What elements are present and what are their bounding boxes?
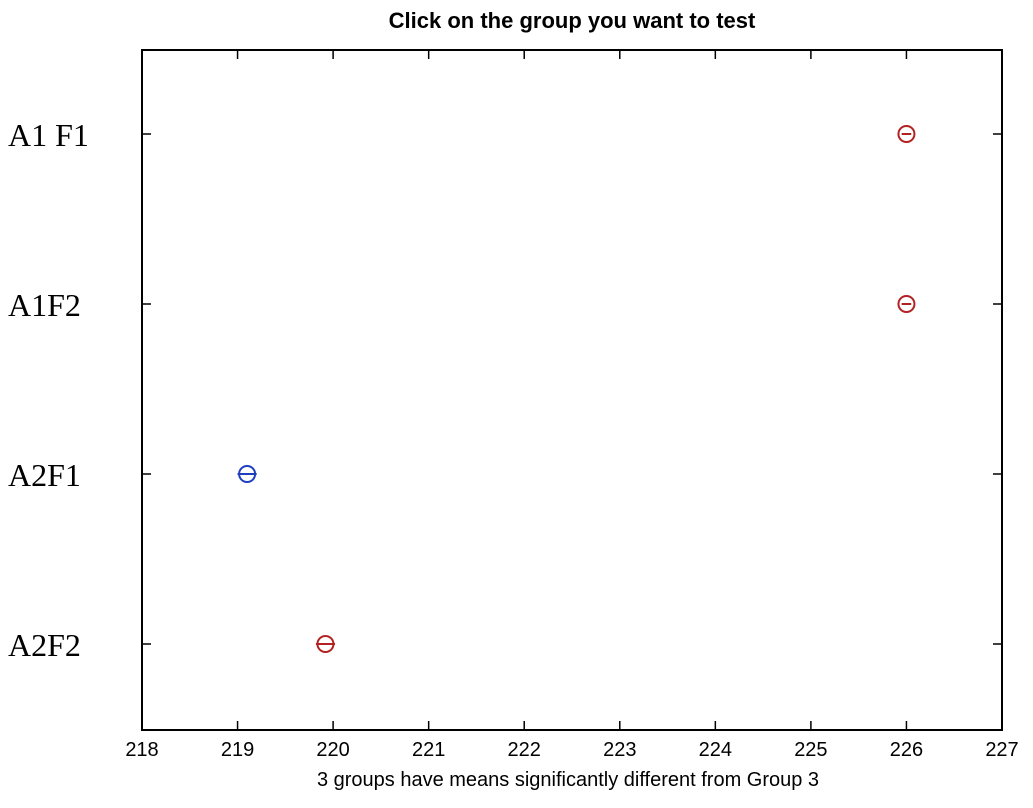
x-axis-label: 3 groups have means significantly differ… bbox=[317, 769, 819, 791]
x-axis: 218 219 220 221 222 223 224 225 226 227 bbox=[125, 50, 1019, 761]
group-label: A1 F1 bbox=[8, 117, 89, 153]
group-mean-marker[interactable] bbox=[897, 295, 916, 313]
group-label: A2F2 bbox=[8, 627, 81, 663]
plot-area bbox=[141, 49, 1003, 731]
group-mean-marker[interactable] bbox=[316, 635, 335, 653]
group-marker[interactable] bbox=[315, 635, 336, 653]
x-tick-label: 227 bbox=[985, 739, 1018, 761]
x-tick-label: 224 bbox=[699, 739, 732, 761]
x-tick-label: 220 bbox=[316, 739, 349, 761]
x-tick-label: 218 bbox=[125, 739, 158, 761]
group-marker[interactable] bbox=[897, 295, 916, 313]
y-axis bbox=[142, 133, 1002, 645]
group-mean-marker[interactable] bbox=[238, 465, 257, 483]
chart-title: Click on the group you want to test bbox=[389, 8, 756, 33]
group-labels: A1 F1 A1F2 A2F1 A2F2 bbox=[8, 117, 89, 663]
group-markers[interactable] bbox=[237, 125, 916, 653]
x-tick-label: 219 bbox=[221, 739, 254, 761]
group-label: A1F2 bbox=[8, 287, 81, 323]
x-tick-label: 225 bbox=[794, 739, 827, 761]
x-tick-label: 223 bbox=[603, 739, 636, 761]
group-label: A2F1 bbox=[8, 457, 81, 493]
x-tick-label: 221 bbox=[412, 739, 445, 761]
x-tick-label: 222 bbox=[508, 739, 541, 761]
x-tick-label: 226 bbox=[890, 739, 923, 761]
group-mean-marker[interactable] bbox=[897, 125, 916, 143]
group-marker[interactable] bbox=[897, 125, 916, 143]
group-marker[interactable] bbox=[237, 465, 257, 483]
